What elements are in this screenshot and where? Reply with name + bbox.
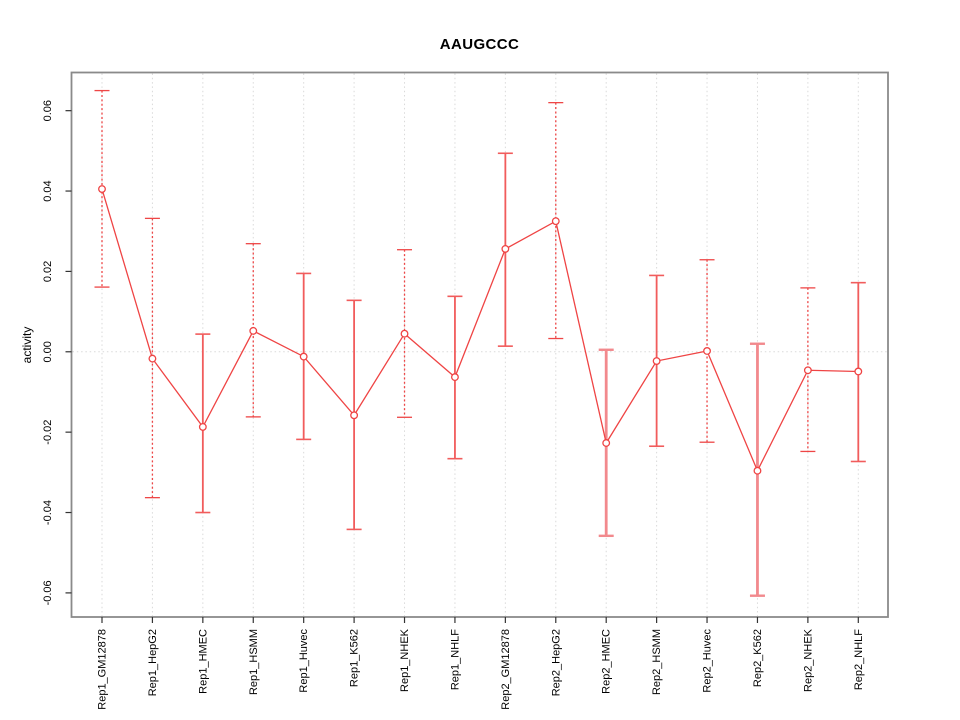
- x-tick-label: Rep1_K562: [349, 629, 361, 687]
- x-tick-label: Rep2_HMEC: [601, 629, 613, 694]
- x-tick-label: Rep1_HSMM: [248, 629, 260, 695]
- series-line: [101, 188, 859, 473]
- x-tick-label: Rep2_K562: [752, 629, 764, 687]
- x-tick-label: Rep1_GM12878: [97, 629, 109, 710]
- data-point: [249, 326, 258, 335]
- data-point: [350, 411, 359, 420]
- data-point: [98, 185, 106, 193]
- y-tick-label: 0.06: [42, 100, 54, 121]
- data-point: [652, 357, 661, 365]
- data-point: [703, 347, 711, 355]
- y-tick-label: -0.06: [42, 580, 54, 605]
- y-tick-label: -0.02: [42, 420, 54, 445]
- x-tick-label: Rep1_NHLF: [449, 629, 461, 690]
- data-point: [602, 439, 611, 447]
- data-point: [854, 367, 863, 376]
- chart-title: AAUGCCC: [439, 36, 520, 53]
- data-point: [148, 354, 157, 363]
- x-tick-label: Rep1_NHEK: [399, 628, 411, 692]
- data-point: [551, 217, 560, 226]
- x-tick-label: Rep2_NHLF: [853, 629, 865, 690]
- data-point: [198, 422, 207, 431]
- y-tick-label: 0.02: [42, 261, 54, 282]
- x-tick-label: Rep1_HepG2: [147, 629, 159, 696]
- y-tick-label: 0.00: [42, 341, 54, 362]
- data-point: [501, 244, 510, 253]
- x-tick-label: Rep2_GM12878: [500, 629, 512, 710]
- data-point: [450, 373, 459, 382]
- plot-border: [70, 71, 889, 618]
- y-tick-label: -0.04: [42, 500, 54, 525]
- data-point: [803, 366, 812, 375]
- data-point: [753, 466, 762, 475]
- x-tick-label: Rep2_HepG2: [550, 629, 562, 696]
- x-tick-label: Rep2_NHEK: [802, 628, 814, 692]
- x-tick-label: Rep2_HSMM: [651, 629, 663, 695]
- data-point: [400, 329, 409, 338]
- y-tick-label: 0.04: [42, 180, 54, 201]
- data-point: [299, 352, 308, 361]
- x-tick-label: Rep1_HMEC: [197, 629, 209, 694]
- x-tick-label: Rep1_Huvec: [298, 629, 310, 693]
- x-tick-label: Rep2_Huvec: [702, 629, 714, 693]
